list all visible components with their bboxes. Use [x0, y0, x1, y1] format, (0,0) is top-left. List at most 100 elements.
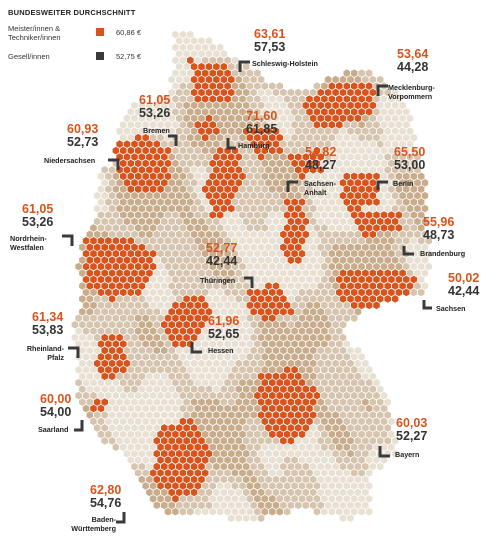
hex-cell	[265, 449, 272, 458]
hex-cell	[324, 269, 332, 277]
hex-cell	[168, 475, 175, 484]
hex-cell	[242, 372, 250, 381]
hex-cell	[105, 185, 112, 193]
hex-cell	[365, 404, 373, 413]
hex-cell	[187, 314, 194, 322]
hex-cell	[149, 443, 157, 451]
hex-cell	[239, 172, 246, 181]
hex-cell	[246, 288, 254, 297]
hex-cell	[172, 301, 179, 310]
hex-cell	[250, 140, 257, 148]
hex-cell	[239, 198, 246, 206]
hex-cell	[220, 153, 228, 161]
hex-cell	[287, 359, 295, 368]
hex-cell	[146, 308, 153, 316]
hex-cell	[313, 353, 321, 361]
hex-cell	[347, 140, 354, 148]
hex-cell	[365, 366, 373, 374]
hex-cell	[332, 282, 339, 290]
hex-cell	[321, 456, 328, 464]
hex-cell	[213, 88, 220, 97]
hex-cell	[365, 456, 373, 464]
state-label-mecklenburg-vorpommern: Mecklenburg-Vorpommern	[388, 83, 435, 101]
hex-cell	[306, 378, 313, 387]
hex-cell	[280, 462, 287, 471]
hex-cell	[257, 114, 265, 123]
hex-cell	[317, 166, 324, 174]
hex-cell	[257, 217, 265, 226]
hex-cell	[369, 256, 377, 264]
hex-cell	[328, 172, 336, 181]
hex-cell	[347, 462, 354, 471]
hex-cell	[391, 191, 399, 200]
hex-cell	[306, 172, 313, 181]
value-block-thueringen: 52,77 42,44	[206, 242, 237, 268]
hex-cell	[216, 366, 224, 374]
hex-cell	[332, 320, 339, 329]
hex-cell	[350, 288, 358, 297]
hex-cell	[339, 475, 347, 484]
hex-cell	[336, 417, 343, 426]
hex-cell	[235, 191, 242, 200]
hex-cell	[216, 146, 224, 155]
hex-cell	[343, 469, 350, 477]
hex-cell	[358, 211, 365, 219]
hex-cell	[242, 153, 250, 161]
hex-cell	[172, 469, 179, 477]
hex-cell	[324, 140, 332, 148]
hex-cell	[302, 462, 310, 471]
hex-cell	[246, 121, 254, 129]
hex-cell	[123, 424, 131, 432]
hex-cell	[205, 217, 213, 226]
hex-cell	[213, 385, 220, 393]
hex-cell	[265, 140, 272, 148]
hex-cell	[86, 411, 94, 419]
hex-cell	[246, 133, 254, 142]
hex-cell	[254, 430, 261, 439]
hex-cell	[164, 95, 172, 103]
hex-cell	[93, 424, 101, 432]
hex-cell	[127, 327, 134, 335]
hex-cell	[254, 108, 261, 116]
hex-cell	[272, 114, 280, 123]
hex-cell	[309, 424, 317, 432]
hex-cell	[179, 224, 187, 232]
hex-cell	[347, 411, 354, 419]
hex-cell	[146, 217, 153, 226]
hex-cell	[149, 146, 157, 155]
hex-cell	[183, 50, 190, 58]
hex-cell	[272, 256, 280, 264]
hex-cell	[336, 146, 343, 155]
hex-cell	[205, 475, 213, 484]
hex-cell	[324, 333, 332, 342]
state-label-hessen: Hessen	[208, 346, 234, 355]
hex-cell	[339, 204, 347, 213]
hex-cell	[257, 101, 265, 110]
hex-cell	[164, 108, 172, 116]
hex-cell	[242, 127, 250, 135]
hex-cell	[134, 314, 142, 322]
hex-cell	[295, 191, 302, 200]
hex-cell	[161, 449, 168, 458]
hex-cell	[131, 295, 138, 303]
hex-cell	[198, 398, 205, 406]
hex-cell	[276, 314, 283, 322]
hex-cell	[235, 282, 242, 290]
hex-cell	[213, 217, 220, 226]
hex-cell	[190, 37, 198, 45]
hex-cell	[403, 262, 410, 271]
hex-cell	[242, 475, 250, 484]
hex-cell	[309, 449, 317, 458]
hex-cell	[164, 275, 172, 284]
hex-cell	[254, 456, 261, 464]
hex-cell	[172, 430, 179, 439]
hex-cell	[224, 198, 231, 206]
hex-cell	[93, 372, 101, 381]
hex-cell	[239, 146, 246, 155]
hex-cell	[295, 101, 302, 110]
hex-cell	[220, 488, 228, 497]
hex-cell	[235, 269, 242, 277]
hex-cell	[347, 295, 354, 303]
state-label-thueringen: Thüringen	[200, 276, 236, 285]
hex-cell	[298, 146, 306, 155]
